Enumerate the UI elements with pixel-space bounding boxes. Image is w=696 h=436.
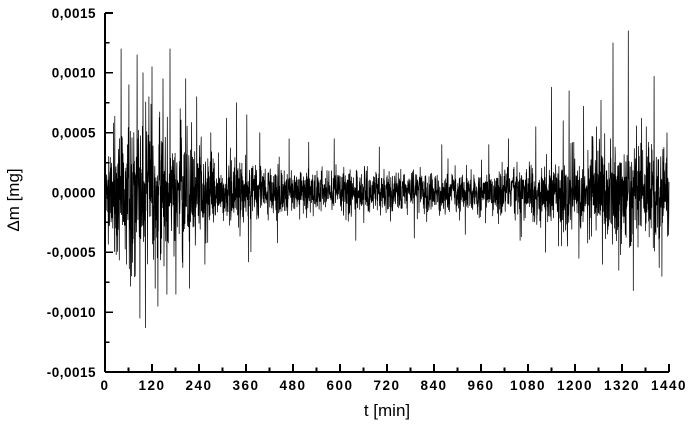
x-axis-title: t [min] [364,401,410,420]
y-axis-tick-labels: 0,0015 0,0010 0,0005 0,0000 -0,0005 -0,0010 -0… [47,6,96,380]
y-tick-label: 0,0010 [52,66,96,81]
x-tick-label: 1080 [510,378,546,393]
x-tick-label: 960 [467,378,494,393]
y-tick-label: -0,0015 [47,365,96,380]
x-tick-label: 1320 [604,378,640,393]
x-tick-label: 720 [373,378,400,393]
y-axis-title: Δm [mg] [4,168,23,231]
x-tick-label: 0 [100,378,109,393]
x-tick-label: 240 [185,378,212,393]
x-tick-label: 1440 [651,378,687,393]
data-series-line [104,30,670,329]
y-tick-label: -0,0005 [47,245,96,260]
x-tick-label: 360 [232,378,259,393]
y-tick-label: -0,0010 [47,305,96,320]
y-tick-label: 0,0005 [52,125,96,140]
x-tick-label: 600 [326,378,353,393]
x-tick-label: 1200 [557,378,593,393]
x-tick-label: 840 [420,378,447,393]
y-tick-label: 0,0015 [52,6,96,21]
y-tick-label: 0,0000 [52,185,96,200]
x-axis-ticks [104,364,670,372]
x-tick-label: 120 [138,378,165,393]
x-axis-tick-labels: 0 120 240 360 480 600 720 840 960 1080 1200 1320 144… [100,378,687,393]
x-tick-label: 480 [279,378,306,393]
